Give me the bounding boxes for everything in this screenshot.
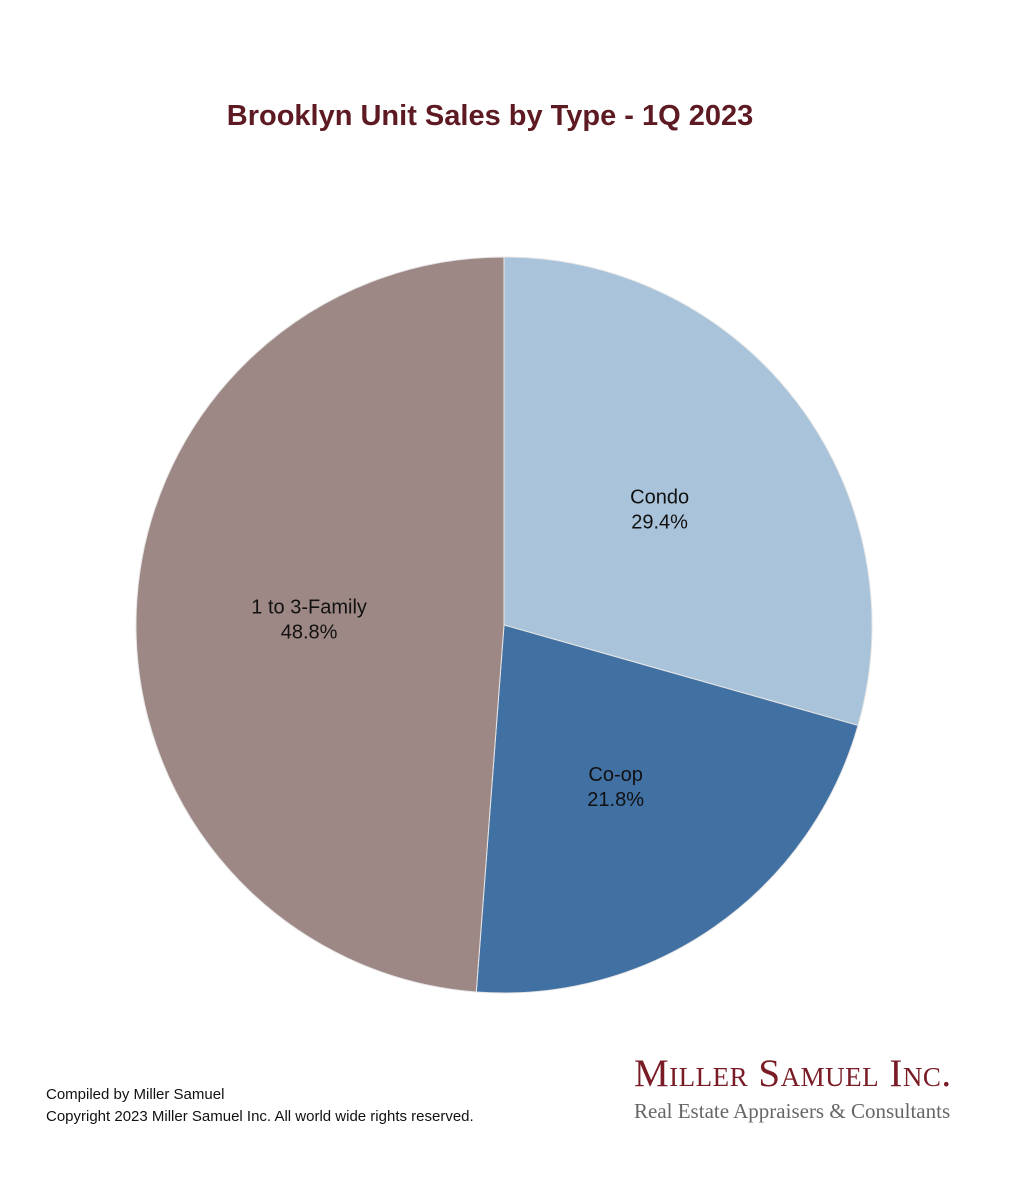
slice-name-label: Co-op	[588, 764, 642, 786]
pie-slice-condo	[503, 256, 873, 727]
slice-value-label: 21.8%	[587, 789, 644, 811]
footer-compiled-note: Compiled by Miller Samuel	[46, 1086, 225, 1103]
footer-copyright-note: Copyright 2023 Miller Samuel Inc. All wo…	[46, 1108, 474, 1125]
company-logo: Miller Samuel Inc. Real Estate Appraiser…	[634, 1052, 952, 1126]
logo-company-name: Miller Samuel Inc.	[634, 1052, 952, 1095]
pie-slices	[135, 256, 873, 994]
pie-slice-1-to-3-family	[135, 256, 505, 993]
slice-name-label: Condo	[630, 486, 689, 508]
pie-chart: Condo 29.4% Co-op 21.8% 1 to 3-Family 48.8%	[135, 256, 873, 994]
pie-slice-co-op	[475, 624, 859, 994]
chart-title: Brooklyn Unit Sales by Type - 1Q 2023	[226, 100, 754, 132]
logo-tagline: Real Estate Appraisers & Consultants	[634, 1099, 951, 1123]
pie-labels: Condo 29.4% Co-op 21.8% 1 to 3-Family 48.8%	[251, 486, 689, 811]
slice-name-label: 1 to 3-Family	[251, 597, 367, 619]
slice-value-label: 48.8%	[281, 622, 338, 644]
slice-value-label: 29.4%	[631, 511, 688, 533]
